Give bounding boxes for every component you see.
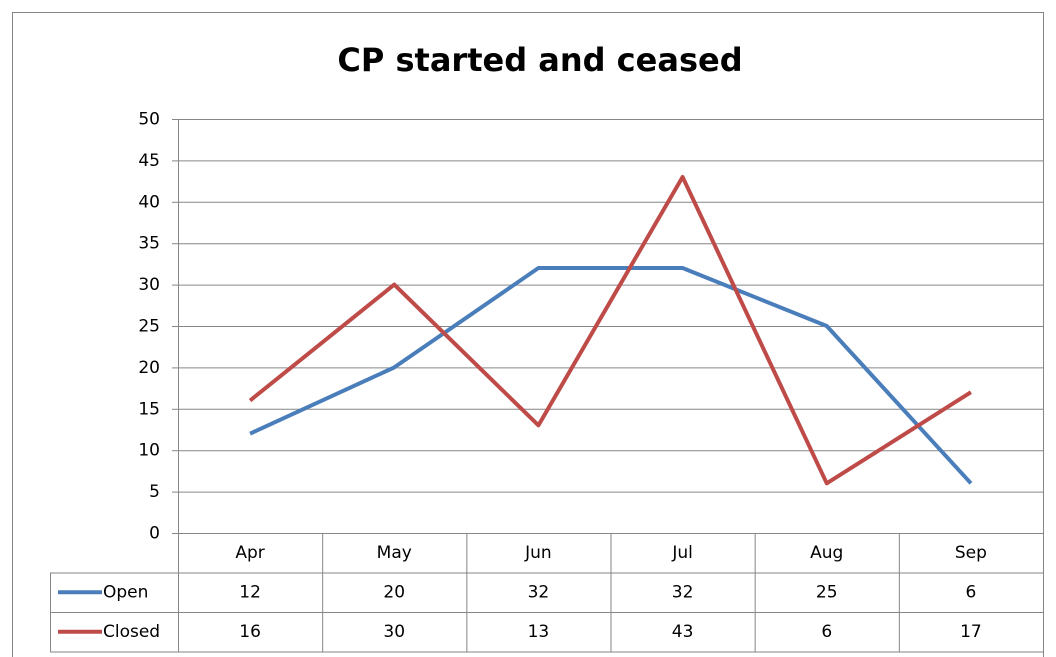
table-value: 13	[528, 622, 550, 642]
y-tick-label: 10	[138, 441, 160, 461]
legend-label: Closed	[103, 622, 160, 642]
y-tick-label: 20	[138, 358, 160, 378]
y-tick-label: 35	[138, 234, 160, 254]
x-tick-label: Apr	[235, 543, 264, 563]
x-tick-label: Jun	[524, 543, 552, 563]
y-tick-label: 40	[138, 192, 160, 212]
table-value: 32	[528, 582, 550, 602]
table-value: 25	[816, 582, 838, 602]
x-tick-label: May	[377, 543, 412, 563]
y-tick-label: 45	[138, 151, 160, 171]
y-tick-label: 30	[138, 275, 160, 295]
y-tick-label: 50	[138, 110, 160, 130]
table-value: 17	[960, 622, 982, 642]
table-value: 30	[383, 622, 405, 642]
table-value: 12	[239, 582, 261, 602]
y-tick-label: 15	[138, 399, 160, 419]
series-line	[249, 266, 973, 485]
table-value: 32	[672, 582, 694, 602]
table-value: 6	[966, 582, 977, 602]
y-tick-label: 5	[149, 482, 160, 502]
chart-title: CP started and ceased	[337, 41, 742, 79]
y-tick-label: 25	[138, 317, 160, 337]
table-value: 16	[239, 622, 261, 642]
table-value: 6	[821, 622, 832, 642]
series-line	[248, 174, 972, 486]
legend-label: Open	[103, 582, 148, 602]
table-value: 43	[672, 622, 694, 642]
x-tick-label: Aug	[810, 543, 843, 563]
table-value: 20	[383, 582, 405, 602]
x-tick-label: Jul	[671, 543, 693, 563]
y-tick-label: 0	[149, 524, 160, 544]
x-tick-label: Sep	[955, 543, 987, 563]
